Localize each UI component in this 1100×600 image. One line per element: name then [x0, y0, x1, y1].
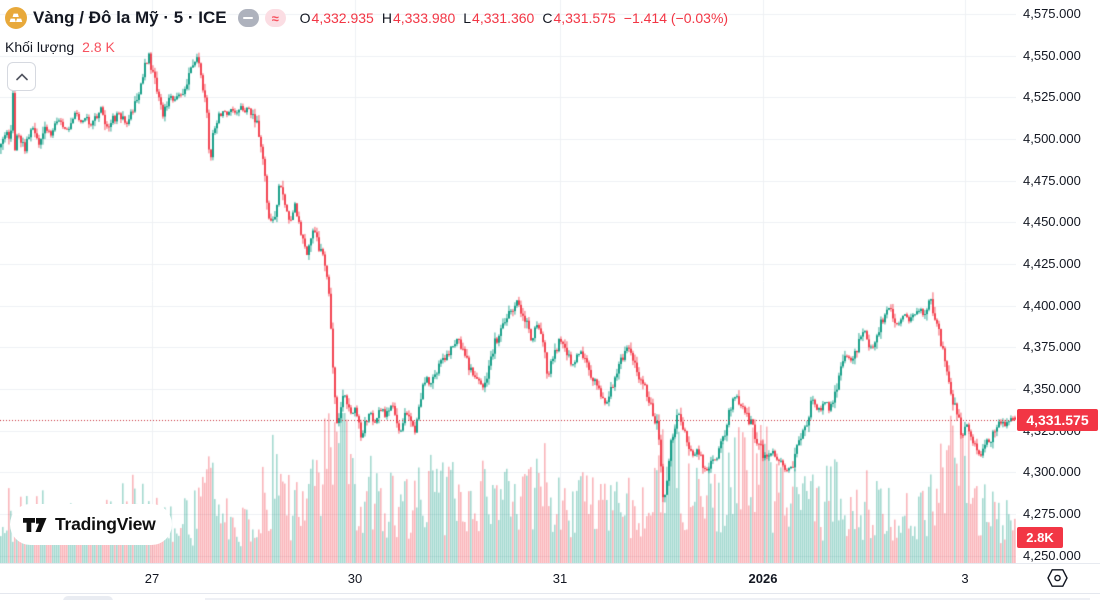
symbol-legend-row: Vàng / Đô la Mỹ · 5 · ICE ≈ O 4,332.935 H…: [5, 6, 728, 30]
time-axis-label: 3: [961, 571, 969, 586]
tradingview-logo-text: TradingView: [55, 514, 156, 534]
current-price-label: 4,331.575: [1017, 408, 1098, 431]
open-value: 4,332.935: [311, 10, 374, 26]
time-axis-label: 31: [552, 571, 568, 586]
market-status-icon[interactable]: [237, 9, 259, 27]
time-axis-label: 27: [144, 571, 160, 586]
price-axis-label: 4,425.000: [1023, 255, 1081, 271]
price-axis-label: 4,525.000: [1023, 89, 1081, 105]
delayed-data-icon[interactable]: ≈: [264, 9, 286, 27]
bottom-toolbar: [0, 593, 1100, 600]
change-value: −1.414 (−0.03%): [623, 10, 729, 26]
low-value: 4,331.360: [472, 10, 535, 26]
time-axis[interactable]: 27 30 31 2026 3: [0, 563, 1100, 594]
collapse-legend-button[interactable]: [7, 62, 36, 91]
high-label: H: [381, 10, 392, 26]
volume-value: 2.8 K: [82, 39, 115, 55]
open-label: O: [299, 10, 311, 26]
tradingview-logo-icon: [23, 517, 47, 532]
price-axis-label: 4,350.000: [1023, 380, 1081, 396]
price-axis-label: 4,550.000: [1023, 47, 1081, 63]
chevron-up-icon: [15, 72, 28, 81]
time-axis-label: 2026: [748, 571, 778, 586]
settings-icon[interactable]: [1045, 566, 1069, 589]
ohlc-values: O 4,332.935 H 4,333.980 L 4,331.360 C 4,331.…: [300, 10, 728, 26]
price-axis-label: 4,300.000: [1023, 464, 1081, 480]
volume-label: Khối lượng: [5, 39, 75, 55]
bottom-toolbar-button[interactable]: [63, 596, 113, 600]
candlestick-chart-canvas[interactable]: [0, 0, 1016, 563]
price-axis-label: 4,450.000: [1023, 214, 1081, 230]
low-label: L: [463, 10, 472, 26]
volume-indicator-row[interactable]: Khối lượng 2.8 K: [5, 39, 728, 55]
close-value: 4,331.575: [553, 10, 616, 26]
price-axis-label: 4,375.000: [1023, 339, 1081, 355]
chart-legend: Vàng / Đô la Mỹ · 5 · ICE ≈ O 4,332.935 H…: [5, 6, 728, 55]
price-axis-label: 4,475.000: [1023, 172, 1081, 188]
price-axis-label: 4,275.000: [1023, 505, 1081, 521]
current-volume-label: 2.8K: [1017, 527, 1063, 548]
symbol-title[interactable]: Vàng / Đô la Mỹ · 5 · ICE: [33, 8, 227, 27]
close-label: C: [542, 10, 553, 26]
time-axis-label: 30: [347, 571, 363, 586]
price-axis-label: 4,575.000: [1023, 6, 1081, 21]
price-axis-label: 4,500.000: [1023, 130, 1081, 146]
price-axis[interactable]: 4,331.575 2.8K 4,575.000 4,550.000 4,525.0…: [1016, 0, 1100, 563]
high-value: 4,333.980: [392, 10, 456, 26]
tradingview-logo[interactable]: TradingView: [10, 504, 172, 545]
gold-symbol-icon: [5, 7, 27, 29]
price-axis-label: 4,400.000: [1023, 297, 1081, 313]
price-axis-label: 4,250.000: [1023, 547, 1081, 563]
bottom-toolbar-divider: [205, 598, 1090, 600]
